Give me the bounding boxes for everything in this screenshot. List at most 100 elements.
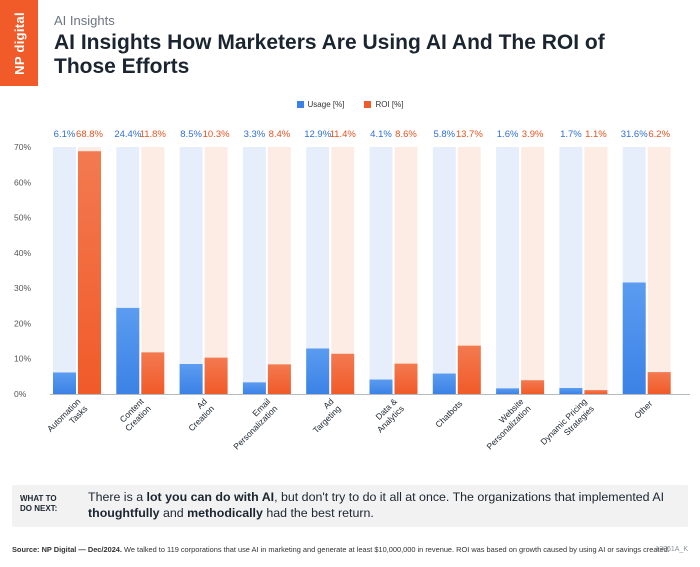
roi-bar-track <box>267 147 291 394</box>
roi-bar <box>584 390 608 394</box>
y-tick-label: 10% <box>14 354 31 364</box>
roi-data-label: 1.1% <box>585 129 607 140</box>
what-to-do-next-text: There is a lot you can do with AI, but d… <box>88 490 678 521</box>
roi-data-label: 8.6% <box>395 129 417 140</box>
usage-data-label: 8.5% <box>180 129 202 140</box>
roi-bar-track <box>647 147 671 394</box>
logo-text: NP digital <box>11 11 27 75</box>
usage-bar-track <box>559 147 583 394</box>
roi-data-label: 13.7% <box>456 129 483 140</box>
usage-bar <box>306 348 330 394</box>
x-category-label: AdTargeting <box>304 396 343 435</box>
roi-bar-track <box>141 147 165 394</box>
usage-data-label: 5.8% <box>433 129 455 140</box>
x-category-label: WebsitePersonalization <box>477 396 532 451</box>
y-tick-label: 0% <box>14 389 27 399</box>
roi-bar-track <box>394 147 418 394</box>
chart-code: 12061A_K <box>655 546 688 553</box>
usage-bar-track <box>369 147 393 394</box>
roi-data-label: 10.3% <box>203 129 230 140</box>
y-tick-label: 60% <box>14 177 31 187</box>
roi-data-label: 6.2% <box>648 129 670 140</box>
legend-item-roi: ROI [%] <box>364 100 403 109</box>
usage-bar <box>179 364 203 394</box>
usage-bar-track <box>53 147 76 394</box>
roi-data-label: 3.9% <box>522 129 544 140</box>
roi-bar <box>78 151 101 394</box>
usage-bar <box>622 282 646 394</box>
roi-bar-track <box>204 147 228 394</box>
tip-text-part: thoughtfully <box>88 505 160 520</box>
page-title: AI Insights How Marketers Are Using AI A… <box>54 31 605 78</box>
legend-swatch-roi <box>364 101 372 108</box>
y-tick-label: 40% <box>14 248 31 258</box>
y-tick-label: 30% <box>14 283 31 293</box>
roi-bar <box>204 357 228 394</box>
usage-bar <box>53 372 76 394</box>
chart-legend: Usage [%] ROI [%] <box>0 100 700 109</box>
y-tick-label: 50% <box>14 213 31 223</box>
roi-data-label: 11.8% <box>140 129 167 140</box>
usage-data-label: 1.7% <box>560 129 582 140</box>
tip-text-part: and <box>159 505 188 520</box>
usage-data-label: 1.6% <box>497 129 519 140</box>
roi-bar-track <box>521 147 545 394</box>
legend-item-usage: Usage [%] <box>296 100 345 109</box>
roi-bar <box>521 380 545 394</box>
what-to-do-next-box: WHAT TO DO NEXT: There is a lot you can … <box>12 485 688 527</box>
usage-bar <box>496 388 520 394</box>
roi-data-label: 8.4% <box>269 129 291 140</box>
usage-bar-track <box>242 147 266 394</box>
source-text: We talked to 119 corporations that use A… <box>124 545 670 554</box>
usage-bar-track <box>179 147 203 394</box>
x-category-label: Chatbots <box>433 398 464 429</box>
x-category-label: Data &Analytics <box>368 396 406 434</box>
x-category-label: Dynamic PricingStrategies <box>538 396 596 454</box>
roi-bar-track <box>331 147 355 394</box>
tip-text-part: , but don't try to do it all at once. Th… <box>274 490 665 504</box>
usage-bar-track <box>432 147 456 394</box>
tip-text-part: methodically <box>187 505 263 520</box>
roi-bar <box>457 345 481 394</box>
usage-bar <box>242 382 266 394</box>
usage-data-label: 3.3% <box>244 129 266 140</box>
roi-bar-track <box>584 147 608 394</box>
usage-bar <box>559 388 583 394</box>
legend-swatch-usage <box>296 101 304 108</box>
roi-data-label: 11.4% <box>330 129 357 140</box>
roi-bar-track <box>457 147 481 394</box>
usage-data-label: 6.1% <box>54 129 76 140</box>
legend-label-usage: Usage [%] <box>307 100 345 109</box>
x-category-label: Other <box>632 398 654 420</box>
usage-bar <box>116 307 140 394</box>
usage-bar-track <box>496 147 520 394</box>
y-tick-label: 70% <box>14 142 31 152</box>
x-category-label: AdCreation <box>179 396 216 433</box>
roi-bar <box>267 364 291 394</box>
roi-bar <box>141 352 165 394</box>
source-label: Source: <box>12 545 40 554</box>
usage-data-label: 4.1% <box>370 129 392 140</box>
x-category-label: EmailPersonalization <box>224 396 279 451</box>
tip-text-part: There is a <box>88 490 147 504</box>
roi-bar <box>394 363 418 394</box>
tip-text-part: lot you can do with AI <box>146 490 275 504</box>
tip-text-part: had the best return. <box>262 505 374 520</box>
eyebrow-label: AI Insights <box>54 13 115 28</box>
usage-bar <box>369 379 393 394</box>
legend-label-roi: ROI [%] <box>375 100 404 109</box>
x-category-label: AutomationTasks <box>45 396 90 441</box>
usage-bar <box>432 373 456 394</box>
roi-data-label: 68.8% <box>76 129 103 140</box>
np-digital-logo: NP digital <box>0 0 38 86</box>
y-tick-label: 20% <box>14 318 31 328</box>
source-org: NP Digital — Dec/2024. <box>41 545 122 554</box>
x-category-label: ContentCreation <box>116 396 153 433</box>
usage-bar-track <box>306 147 330 394</box>
bar-chart: 0% 10% 20% 30% 40% 50% 60% 70% 6.1% 68.8% Automati… <box>14 129 690 454</box>
source-note: Source: NP Digital — Dec/2024. We talked… <box>12 545 670 554</box>
usage-data-label: 31.6% <box>621 129 648 140</box>
roi-bar <box>647 372 671 394</box>
what-to-do-next-label: WHAT TO DO NEXT: <box>20 494 58 513</box>
usage-data-label: 24.4% <box>114 129 141 140</box>
